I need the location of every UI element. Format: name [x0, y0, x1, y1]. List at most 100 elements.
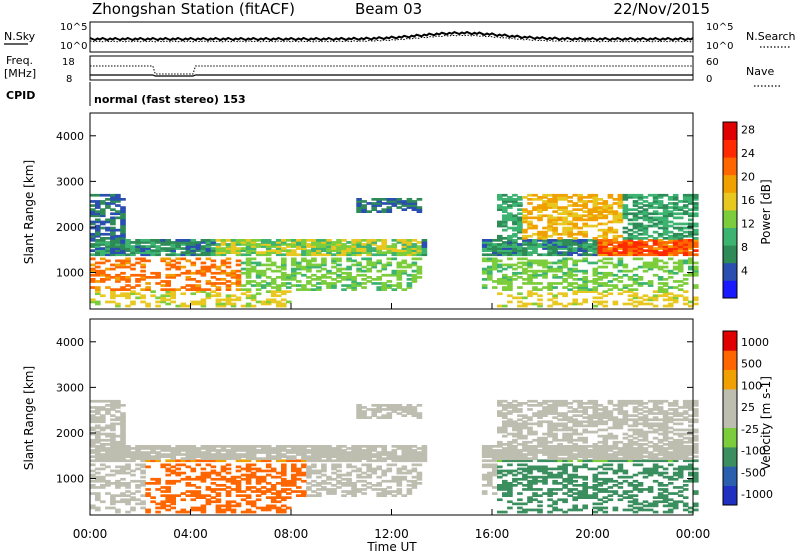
power-cell	[602, 206, 609, 209]
velocity-cell	[135, 447, 141, 450]
velocity-cell	[401, 410, 408, 413]
power-cell	[125, 276, 131, 279]
power-cell	[95, 286, 101, 289]
power-cell	[677, 216, 684, 220]
velocity-cell	[125, 463, 131, 467]
velocity-cell	[612, 424, 619, 428]
power-cell	[547, 292, 553, 296]
power-cell	[562, 280, 568, 283]
velocity-cell	[517, 443, 523, 446]
power-cell	[607, 253, 614, 257]
power-cell	[642, 216, 649, 220]
velocity-cell	[351, 457, 357, 460]
power-cell	[492, 259, 498, 263]
velocity-cell	[306, 459, 312, 463]
power-cell	[617, 200, 624, 203]
power-cell	[110, 267, 116, 271]
power-cell	[567, 214, 573, 218]
velocity-cell	[336, 469, 342, 473]
power-cell	[572, 241, 578, 244]
power-cell	[326, 251, 332, 254]
velocity-cell	[180, 447, 187, 450]
velocity-cell	[607, 414, 614, 417]
power-cell	[220, 251, 227, 254]
power-cell	[562, 206, 568, 209]
power-cell	[562, 212, 568, 216]
power-cell	[346, 286, 352, 289]
power-cell	[115, 200, 121, 203]
velocity-cell	[657, 473, 664, 477]
velocity-cell	[291, 479, 297, 483]
velocity-cell	[386, 416, 393, 419]
power-cell	[557, 206, 563, 209]
power-cell	[275, 302, 282, 306]
velocity-cell	[386, 451, 393, 454]
velocity-cell	[693, 504, 699, 508]
power-cell	[105, 276, 111, 279]
power-cell	[341, 267, 347, 271]
power-cell	[220, 263, 227, 267]
velocity-cell	[502, 414, 508, 417]
power-cell	[562, 294, 568, 298]
velocity-cell	[657, 482, 664, 485]
power-cell	[135, 241, 141, 244]
velocity-cell	[657, 445, 664, 448]
velocity-cell	[215, 449, 222, 452]
power-cell	[622, 290, 629, 293]
velocity-cell	[652, 412, 659, 415]
velocity-cell	[230, 449, 237, 452]
velocity-cell	[421, 453, 428, 456]
velocity-cell	[582, 457, 588, 460]
power-cell	[662, 249, 669, 252]
velocity-cell	[682, 508, 689, 512]
power-cell	[185, 243, 192, 246]
velocity-cell	[617, 451, 624, 454]
power-cell	[205, 280, 212, 283]
velocity-cell	[245, 453, 252, 456]
velocity-cell	[617, 408, 624, 411]
nave-label: Nave	[746, 65, 774, 78]
power-cell	[341, 245, 347, 248]
velocity-cell	[346, 477, 352, 481]
velocity-cell	[185, 484, 192, 487]
power-cell	[672, 267, 679, 271]
power-cell	[587, 224, 594, 228]
velocity-cell	[135, 451, 141, 454]
velocity-cell	[296, 467, 302, 471]
power-cell	[170, 251, 176, 254]
power-cell	[125, 261, 131, 265]
power-cell	[602, 290, 609, 293]
power-cell	[90, 226, 96, 230]
velocity-cell	[150, 500, 156, 504]
velocity-cell	[411, 455, 418, 458]
power-cell	[225, 257, 232, 261]
velocity-cell	[507, 406, 513, 409]
power-cell	[657, 200, 664, 203]
power-cell	[622, 245, 629, 248]
power-cell	[577, 245, 583, 248]
power-cell	[170, 259, 176, 263]
velocity-cell	[215, 477, 222, 481]
velocity-cell	[552, 436, 558, 440]
velocity-cell	[401, 477, 408, 481]
power-cell	[160, 300, 166, 304]
velocity-cell	[527, 465, 533, 469]
velocity-cell	[125, 455, 131, 458]
power-cell	[617, 280, 624, 283]
power-cell	[326, 249, 332, 252]
velocity-cell	[602, 482, 609, 485]
power-cell	[627, 288, 634, 291]
power-cell	[662, 298, 669, 302]
power-cell	[281, 302, 287, 306]
power-cell	[200, 271, 207, 275]
power-cell	[537, 282, 543, 285]
velocity-cell	[311, 465, 317, 469]
velocity-cell	[321, 486, 327, 489]
power-cell	[90, 210, 96, 213]
velocity-cell	[517, 471, 523, 475]
velocity-cell	[220, 455, 227, 458]
velocity-cell	[275, 510, 282, 514]
velocity-cell	[582, 490, 588, 493]
power-cell	[155, 276, 161, 279]
power-cell	[376, 247, 382, 250]
